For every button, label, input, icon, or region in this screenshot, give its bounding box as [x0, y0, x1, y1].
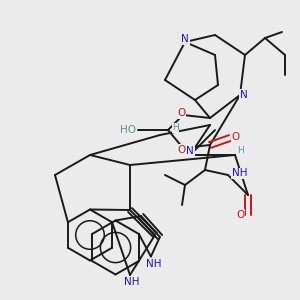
Text: O: O — [177, 109, 186, 118]
Text: O: O — [231, 131, 239, 142]
Text: HO: HO — [120, 125, 136, 135]
Text: NH: NH — [146, 259, 162, 269]
Text: N: N — [240, 90, 248, 100]
Text: H: H — [172, 123, 179, 132]
Text: N: N — [186, 146, 194, 155]
Text: H: H — [238, 146, 244, 155]
Text: N: N — [181, 34, 189, 44]
Text: NH: NH — [232, 169, 247, 178]
Text: O: O — [236, 210, 244, 220]
Text: NH: NH — [124, 277, 139, 286]
Text: O: O — [177, 145, 186, 154]
